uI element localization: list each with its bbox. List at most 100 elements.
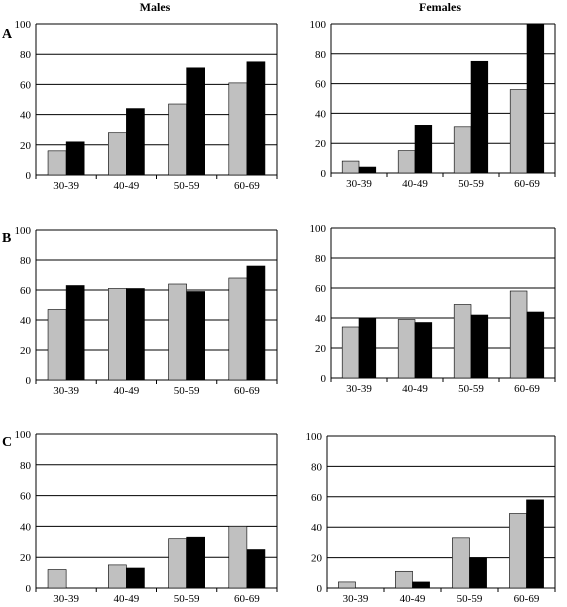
y-tick-label: 100: [15, 225, 32, 237]
x-tick-label: 40-49: [400, 593, 426, 605]
bar-series-1: [341, 160, 360, 174]
bar-series-1: [168, 538, 187, 589]
bar-series-2: [126, 108, 145, 176]
bar-series-1: [509, 89, 528, 174]
x-tick-label: 30-39: [53, 593, 79, 605]
x-tick-label: 30-39: [346, 178, 372, 190]
bar-series-1: [228, 526, 248, 589]
chart-C-females: 0 20 40 60 80 100 30-39 40-49 50-59 60-69: [306, 431, 556, 605]
bar-series-1: [452, 537, 470, 589]
x-tick-label: 60-69: [234, 385, 260, 397]
y-tick-label: 40: [315, 313, 327, 325]
bar-series-2: [246, 265, 266, 381]
x-tick-label: 30-39: [53, 180, 79, 192]
y-tick-label: 80: [20, 49, 32, 61]
y-tick-label: 100: [310, 19, 327, 31]
bar-series-2: [246, 61, 266, 176]
y-tick-label: 40: [20, 521, 32, 533]
y-tick-label: 0: [321, 373, 327, 385]
bar-series-2: [126, 288, 145, 381]
bar-series-1: [108, 288, 127, 381]
bar-series-1: [453, 304, 472, 379]
y-tick-label: 60: [315, 283, 327, 295]
y-tick-label: 0: [26, 583, 32, 595]
bar-series-2: [358, 166, 377, 174]
bar-series-1: [397, 150, 416, 174]
bar-series-1: [108, 132, 127, 176]
y-tick-label: 60: [315, 79, 327, 91]
bar-series-2: [65, 141, 85, 176]
x-tick-label: 50-59: [174, 593, 200, 605]
x-tick-label: 30-39: [346, 383, 372, 395]
y-tick-label: 80: [315, 253, 327, 265]
bar-series-1: [168, 103, 187, 176]
x-tick-label: 50-59: [174, 180, 200, 192]
y-tick-label: 20: [20, 345, 32, 357]
x-tick-label: 60-69: [234, 180, 260, 192]
chart-B-males: 0 20 40 60 80 100 30-39 40-49 50-59 60-69: [15, 225, 278, 397]
x-tick-label: 40-49: [402, 383, 428, 395]
y-tick-label: 100: [15, 429, 32, 441]
column-title-females: Females: [419, 0, 461, 14]
y-tick-label: 100: [306, 431, 323, 443]
bar-series-2: [186, 536, 206, 589]
y-tick-label: 20: [311, 553, 323, 565]
bar-series-1: [341, 326, 360, 379]
bar-series-2: [65, 285, 85, 381]
x-tick-label: 50-59: [458, 383, 484, 395]
bar-series-1: [228, 82, 248, 176]
x-tick-label: 40-49: [114, 593, 140, 605]
bar-series-2: [469, 557, 487, 589]
x-tick-label: 30-39: [343, 593, 369, 605]
bar-series-2: [126, 567, 145, 589]
y-tick-label: 80: [20, 460, 32, 472]
bar-series-1: [47, 569, 67, 589]
x-tick-label: 50-59: [458, 178, 484, 190]
chart-C-males: 0 20 40 60 80 100 30-39 40-49 50-59 60-69: [15, 429, 278, 605]
y-tick-label: 60: [20, 491, 32, 503]
y-tick-label: 40: [311, 522, 323, 534]
y-tick-label: 20: [315, 138, 327, 150]
y-tick-label: 20: [20, 552, 32, 564]
y-tick-label: 0: [26, 375, 32, 387]
y-tick-label: 80: [315, 49, 327, 61]
bar-series-2: [470, 314, 489, 379]
x-tick-label: 40-49: [402, 178, 428, 190]
bar-series-1: [395, 570, 413, 589]
row-label-a: A: [2, 27, 13, 42]
bar-series-2: [526, 23, 545, 174]
bar-series-1: [338, 581, 356, 589]
panels: 0 20 40 60 80 100 30-39 40-49 50-59 60-69 0 20 40 60 8…: [15, 19, 556, 605]
chart-A-males: 0 20 40 60 80 100 30-39 40-49 50-59 60-69: [15, 19, 278, 192]
bar-series-2: [414, 125, 433, 174]
y-tick-label: 0: [26, 170, 32, 182]
bar-series-1: [47, 309, 67, 381]
bar-series-1: [168, 283, 187, 381]
bar-series-2: [526, 311, 545, 379]
chart-A-females: 0 20 40 60 80 100 30-39 40-49 50-59 60-69: [310, 19, 556, 190]
y-tick-label: 20: [315, 343, 327, 355]
y-tick-label: 20: [20, 140, 32, 152]
x-tick-label: 50-59: [174, 385, 200, 397]
bar-series-1: [509, 290, 528, 379]
x-tick-label: 30-39: [53, 385, 79, 397]
bar-series-1: [453, 126, 472, 174]
row-label-b: B: [2, 231, 11, 246]
bar-series-1: [228, 277, 248, 381]
y-tick-label: 40: [20, 110, 32, 122]
bar-series-1: [397, 319, 416, 379]
y-tick-label: 60: [20, 285, 32, 297]
x-tick-label: 60-69: [234, 593, 260, 605]
y-tick-label: 40: [315, 108, 327, 120]
x-tick-label: 60-69: [514, 383, 540, 395]
bar-series-2: [414, 322, 433, 379]
y-tick-label: 80: [20, 255, 32, 267]
x-tick-label: 40-49: [114, 385, 140, 397]
column-title-males: Males: [140, 0, 171, 14]
bar-series-1: [509, 513, 527, 589]
x-tick-label: 50-59: [457, 593, 483, 605]
y-tick-label: 80: [311, 461, 323, 473]
bar-series-1: [47, 150, 67, 176]
bar-series-2: [246, 549, 266, 589]
